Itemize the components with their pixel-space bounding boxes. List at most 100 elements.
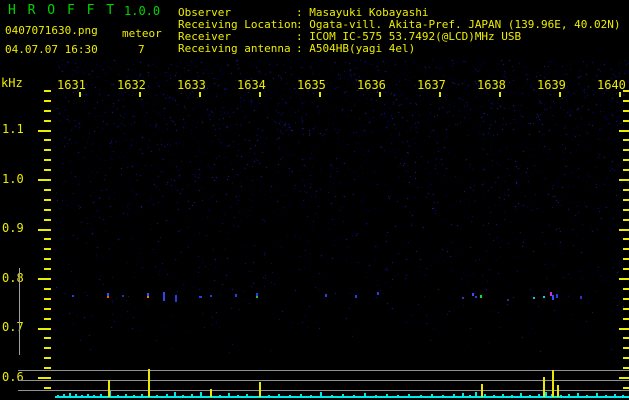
- meteor-echo-mark: [480, 295, 482, 298]
- freq-minor-tick-right: [623, 238, 629, 240]
- station-row-observer: Observer: Masayuki Kobayashi: [178, 7, 428, 18]
- meteor-echo-mark: [462, 297, 464, 299]
- noise-baseline: [55, 396, 629, 398]
- long-echo-count: 7: [138, 43, 145, 56]
- station-row-location: Receiving Location: Ogata-vill. Akita-Pr…: [178, 19, 621, 30]
- power-spike: [614, 394, 616, 397]
- time-tick: [439, 92, 441, 97]
- power-spike: [268, 395, 270, 397]
- freq-minor-tick-right: [623, 90, 629, 92]
- power-spike: [133, 395, 135, 397]
- freq-minor-tick-right: [623, 189, 629, 191]
- power-spike: [87, 394, 89, 397]
- freq-minor-tick-left: [44, 298, 51, 300]
- station-row-antenna: Receiving antenna: A504HB(yagi 4el): [178, 43, 415, 54]
- freq-major-tick-right: [619, 130, 629, 132]
- freq-label: 1.1: [2, 122, 24, 136]
- power-spike: [420, 395, 422, 397]
- freq-major-tick-right: [619, 179, 629, 181]
- freq-minor-tick-right: [623, 268, 629, 270]
- freq-major-tick-right: [619, 278, 629, 280]
- power-spike: [141, 394, 143, 397]
- freq-minor-tick-right: [623, 159, 629, 161]
- station-value: A504HB(yagi 4el): [309, 42, 416, 55]
- meteor-echo-mark: [580, 296, 582, 299]
- freq-minor-tick-left: [44, 90, 51, 92]
- power-spike: [442, 395, 444, 397]
- station-label: Receiving antenna: [178, 42, 291, 55]
- power-spike: [219, 395, 221, 397]
- freq-minor-tick-right: [623, 120, 629, 122]
- time-tick: [619, 92, 621, 97]
- freq-minor-tick-left: [44, 387, 51, 389]
- freq-label: 0.6: [2, 370, 24, 384]
- power-spike: [117, 395, 119, 397]
- freq-minor-tick-left: [44, 139, 51, 141]
- freq-minor-tick-right: [623, 110, 629, 112]
- freq-label: 0.7: [2, 320, 24, 334]
- time-tick: [379, 92, 381, 97]
- app-version: 1.0.0: [124, 4, 161, 18]
- mode-label: meteor: [122, 27, 162, 40]
- power-spike: [560, 395, 562, 397]
- long-echo-spike: [481, 384, 483, 397]
- freq-minor-tick-right: [623, 209, 629, 211]
- meteor-echo-mark: [533, 297, 535, 299]
- station-value: Ogata-vill. Akita-Pref. JAPAN (139.96E, …: [309, 18, 621, 31]
- scale-marker-line: [19, 268, 20, 355]
- meteor-echo-mark: [256, 293, 258, 296]
- y-axis-unit-label: kHz: [1, 76, 23, 90]
- power-spike: [469, 395, 471, 397]
- power-spike: [81, 395, 83, 397]
- power-spike: [397, 395, 399, 397]
- time-label: 1633: [177, 78, 206, 92]
- freq-minor-tick-right: [623, 298, 629, 300]
- station-colon: :: [296, 6, 303, 19]
- meteor-echo-mark: [550, 292, 552, 296]
- station-value: Masayuki Kobayashi: [309, 6, 429, 19]
- freq-minor-tick-right: [623, 169, 629, 171]
- meteor-echo-mark: [107, 293, 109, 296]
- meteor-echo-mark: [210, 295, 212, 297]
- freq-minor-tick-left: [44, 268, 51, 270]
- freq-minor-tick-left: [44, 209, 51, 211]
- freq-minor-tick-left: [44, 288, 51, 290]
- power-spike: [69, 393, 71, 397]
- freq-major-tick-left: [38, 179, 51, 181]
- file-datetime: 04.07.07 16:30: [5, 43, 98, 56]
- freq-label: 0.9: [2, 221, 24, 235]
- freq-minor-tick-left: [44, 318, 51, 320]
- freq-minor-tick-right: [623, 318, 629, 320]
- power-spike: [300, 394, 302, 397]
- long-echo-spike: [148, 369, 150, 397]
- freq-major-tick-left: [38, 130, 51, 132]
- freq-minor-tick-right: [623, 357, 629, 359]
- power-spike: [375, 395, 377, 397]
- power-spike: [200, 392, 202, 397]
- meteor-echo-mark: [472, 293, 474, 296]
- station-label: Receiver: [178, 30, 231, 43]
- power-spike: [57, 395, 59, 397]
- power-spike: [586, 395, 588, 397]
- power-spike: [331, 395, 333, 397]
- station-label: Observer: [178, 6, 231, 19]
- power-spike: [520, 393, 522, 397]
- meteor-echo-mark: [507, 299, 509, 301]
- power-spike: [228, 393, 230, 397]
- power-spike: [246, 394, 248, 397]
- station-colon: :: [296, 18, 303, 31]
- power-spike: [605, 395, 607, 397]
- time-label: 1639: [537, 78, 566, 92]
- station-row-receiver: Receiver: ICOM IC-575 53.7492(@LCD)MHz U…: [178, 31, 521, 42]
- file-name: 0407071630.png: [5, 24, 98, 37]
- power-spike: [156, 395, 158, 397]
- power-spike: [174, 392, 176, 397]
- power-spike: [353, 395, 355, 397]
- power-spike: [310, 395, 312, 397]
- freq-major-tick-left: [38, 328, 51, 330]
- freq-minor-tick-right: [623, 100, 629, 102]
- freq-minor-tick-right: [623, 337, 629, 339]
- power-spike: [462, 393, 464, 397]
